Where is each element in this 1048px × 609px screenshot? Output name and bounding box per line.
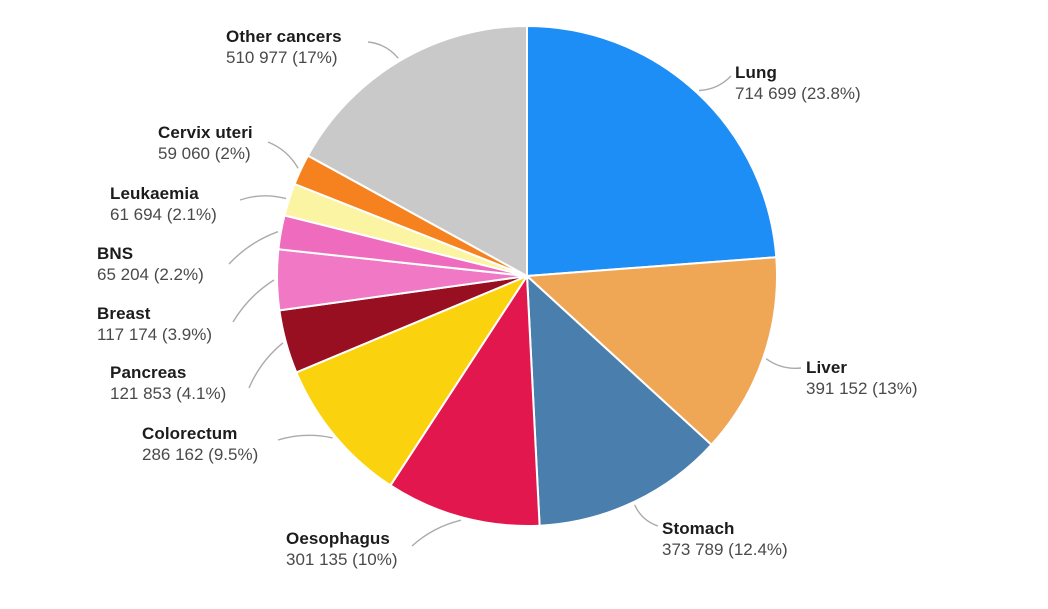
- pie-slice-other-cancers[interactable]: [306, 25, 528, 277]
- leader-line-lung: [698, 75, 732, 92]
- slice-name: BNS: [97, 244, 134, 263]
- slice-name: Leukaemia: [110, 184, 199, 203]
- pie-slice-oesophagus[interactable]: [389, 275, 541, 528]
- leader-line-stomach: [634, 504, 659, 527]
- leader-line-colorectum: [277, 434, 333, 441]
- callout-label-cervix-uteri: Cervix uteri 59 060 (2%): [158, 122, 253, 164]
- pie-slice-stomach[interactable]: [526, 275, 713, 527]
- leader-lines: [228, 41, 802, 547]
- callout-label-oesophagus: Oesophagus 301 135 (10%): [286, 528, 398, 570]
- pie-slice-colorectum[interactable]: [295, 275, 528, 487]
- slice-name: Cervix uteri: [158, 123, 253, 142]
- slice-value: 391 152 (13%): [806, 379, 918, 398]
- leader-line-pancreas: [248, 342, 284, 389]
- slice-name: Liver: [806, 358, 848, 377]
- slice-name: Stomach: [662, 519, 735, 538]
- leader-line-bns: [228, 231, 279, 265]
- pie-slice-liver[interactable]: [526, 256, 778, 446]
- callout-label-bns: BNS 65 204 (2.2%): [97, 243, 204, 285]
- leader-line-breast: [232, 279, 275, 323]
- slice-value: 286 162 (9.5%): [142, 445, 259, 464]
- callout-label-colorectum: Colorectum 286 162 (9.5%): [142, 423, 258, 465]
- slice-name: Breast: [97, 304, 151, 323]
- slice-name: Other cancers: [226, 27, 342, 46]
- slice-value: 714 699 (23.8%): [735, 84, 861, 103]
- leader-line-leukaemia: [239, 195, 287, 201]
- slice-value: 61 694 (2.1%): [110, 205, 217, 224]
- leader-line-other-cancers: [367, 41, 399, 59]
- slice-name: Pancreas: [110, 363, 187, 382]
- leader-line-cervix-uteri: [267, 141, 299, 169]
- callout-label-other-cancers: Other cancers 510 977 (17%): [226, 26, 342, 68]
- slice-value: 510 977 (17%): [226, 48, 338, 67]
- slice-value: 121 853 (4.1%): [110, 384, 227, 403]
- callout-label-leukaemia: Leukaemia 61 694 (2.1%): [110, 183, 217, 225]
- slice-name: Oesophagus: [286, 529, 390, 548]
- slice-value: 117 174 (3.9%): [97, 325, 212, 344]
- slice-name: Colorectum: [142, 424, 238, 443]
- pie-slice-lung[interactable]: [526, 25, 778, 277]
- callout-label-stomach: Stomach 373 789 (12.4%): [662, 518, 788, 560]
- pie-slices: [276, 25, 778, 528]
- slice-value: 301 135 (10%): [286, 550, 398, 569]
- slice-value: 373 789 (12.4%): [662, 540, 788, 559]
- callout-label-pancreas: Pancreas 121 853 (4.1%): [110, 362, 226, 404]
- leader-line-oesophagus: [411, 519, 462, 547]
- leader-line-liver: [765, 358, 802, 370]
- callout-label-liver: Liver 391 152 (13%): [806, 357, 918, 399]
- slice-value: 59 060 (2%): [158, 144, 251, 163]
- callout-label-lung: Lung 714 699 (23.8%): [735, 62, 861, 104]
- callout-label-breast: Breast 117 174 (3.9%): [97, 303, 212, 345]
- slice-value: 65 204 (2.2%): [97, 265, 204, 284]
- slice-name: Lung: [735, 63, 777, 82]
